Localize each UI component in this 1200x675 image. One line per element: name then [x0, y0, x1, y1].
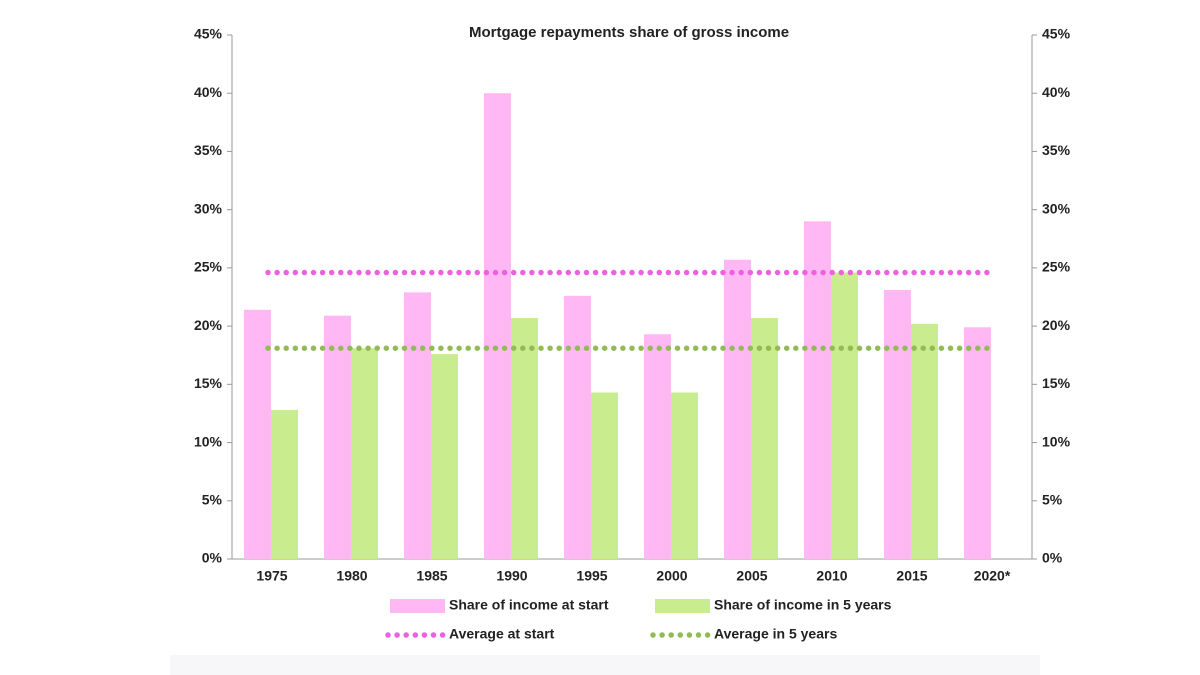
x-tick-label: 2010: [816, 568, 847, 584]
legend-label: Share of income at start: [449, 597, 609, 613]
y2-tick-label: 10%: [1042, 433, 1071, 449]
bar: [671, 392, 698, 559]
y2-tick-label: 0%: [1042, 550, 1063, 566]
y-tick-label: 5%: [202, 491, 223, 507]
x-tick-label: 1990: [496, 568, 527, 584]
y2-tick-label: 5%: [1042, 491, 1063, 507]
bar: [724, 259, 751, 559]
bar: [431, 354, 458, 559]
x-tick-label: 2000: [656, 568, 687, 584]
y-tick-label: 45%: [194, 26, 223, 42]
x-tick-label: 2005: [736, 568, 767, 584]
y2-tick-label: 25%: [1042, 259, 1071, 275]
legend-label: Average in 5 years: [714, 626, 837, 642]
legend-label: Share of income in 5 years: [714, 597, 892, 613]
y2-tick-label: 30%: [1042, 200, 1071, 216]
bar: [911, 323, 938, 559]
bar: [351, 348, 378, 559]
bar: [404, 292, 431, 559]
bar: [244, 309, 271, 559]
bar: [804, 221, 831, 560]
y2-tick-label: 40%: [1042, 84, 1071, 100]
y2-tick-label: 35%: [1042, 142, 1071, 158]
chart-title: Mortgage repayments share of gross incom…: [469, 24, 789, 41]
y-tick-label: 40%: [194, 84, 223, 100]
bar: [484, 93, 511, 559]
bar: [964, 327, 991, 559]
y-tick-label: 15%: [194, 375, 223, 391]
y-tick-label: 10%: [194, 433, 223, 449]
y-tick-label: 20%: [194, 317, 223, 333]
footer-band: [170, 655, 1040, 675]
legend-label: Average at start: [449, 626, 555, 642]
y-tick-label: 25%: [194, 259, 223, 275]
bar: [511, 317, 538, 559]
bar: [831, 272, 858, 559]
bar: [271, 409, 298, 559]
y2-tick-label: 20%: [1042, 317, 1071, 333]
y-tick-label: 0%: [202, 550, 223, 566]
legend-swatch: [655, 599, 710, 613]
bar: [324, 315, 351, 559]
x-tick-label: 1985: [416, 568, 447, 584]
x-tick-label: 1975: [256, 568, 287, 584]
x-tick-label: 2020*: [974, 568, 1011, 584]
y2-tick-label: 15%: [1042, 375, 1071, 391]
bar: [751, 317, 778, 559]
bar: [564, 295, 591, 559]
y-tick-label: 30%: [194, 200, 223, 216]
bar: [591, 392, 618, 559]
bar: [644, 334, 671, 559]
x-tick-label: 1995: [576, 568, 607, 584]
legend-swatch: [390, 599, 445, 613]
y2-tick-label: 45%: [1042, 26, 1071, 42]
y-tick-label: 35%: [194, 142, 223, 158]
x-tick-label: 1980: [336, 568, 367, 584]
x-tick-label: 2015: [896, 568, 927, 584]
bar: [884, 290, 911, 559]
